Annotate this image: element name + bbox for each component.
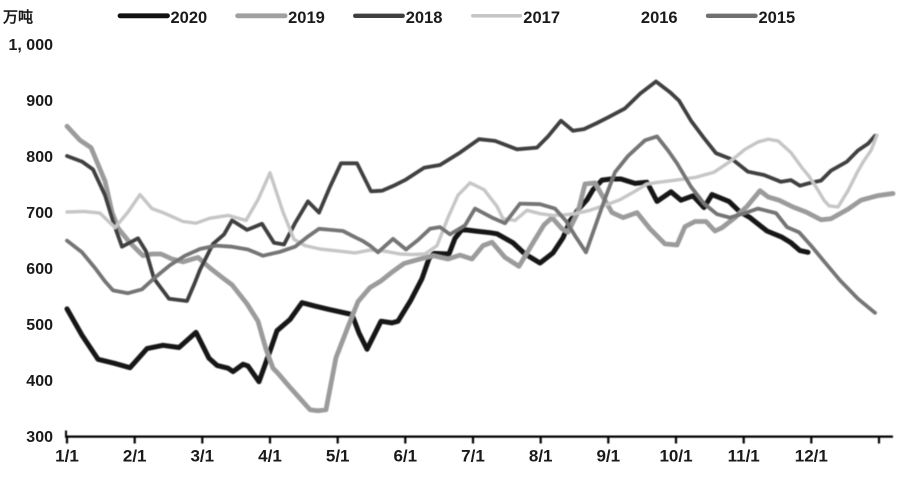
svg-text:3/1: 3/1 bbox=[190, 447, 214, 466]
svg-text:8/1: 8/1 bbox=[529, 447, 553, 466]
svg-text:12/1: 12/1 bbox=[795, 447, 828, 466]
svg-text:5/1: 5/1 bbox=[326, 447, 350, 466]
svg-text:500: 500 bbox=[26, 317, 53, 334]
svg-text:6/1: 6/1 bbox=[393, 447, 417, 466]
svg-text:700: 700 bbox=[26, 205, 53, 222]
svg-text:2018: 2018 bbox=[406, 9, 443, 27]
svg-text:300: 300 bbox=[26, 429, 53, 446]
svg-text:1, 000: 1, 000 bbox=[9, 37, 54, 54]
svg-text:11/1: 11/1 bbox=[728, 447, 760, 466]
svg-text:900: 900 bbox=[26, 93, 53, 110]
svg-text:万吨: 万吨 bbox=[2, 8, 33, 26]
svg-text:2019: 2019 bbox=[288, 9, 325, 27]
svg-text:400: 400 bbox=[26, 373, 53, 390]
svg-text:2016: 2016 bbox=[641, 9, 678, 27]
svg-text:9/1: 9/1 bbox=[596, 447, 620, 466]
svg-text:10/1: 10/1 bbox=[659, 447, 692, 466]
svg-text:2020: 2020 bbox=[171, 9, 208, 27]
svg-text:2015: 2015 bbox=[759, 9, 796, 27]
svg-text:600: 600 bbox=[26, 261, 53, 278]
svg-text:4/1: 4/1 bbox=[258, 447, 282, 466]
svg-text:7/1: 7/1 bbox=[461, 447, 485, 466]
svg-text:2017: 2017 bbox=[523, 9, 560, 27]
svg-text:1/1: 1/1 bbox=[55, 447, 79, 466]
svg-text:800: 800 bbox=[26, 149, 53, 166]
svg-text:2/1: 2/1 bbox=[123, 447, 147, 466]
